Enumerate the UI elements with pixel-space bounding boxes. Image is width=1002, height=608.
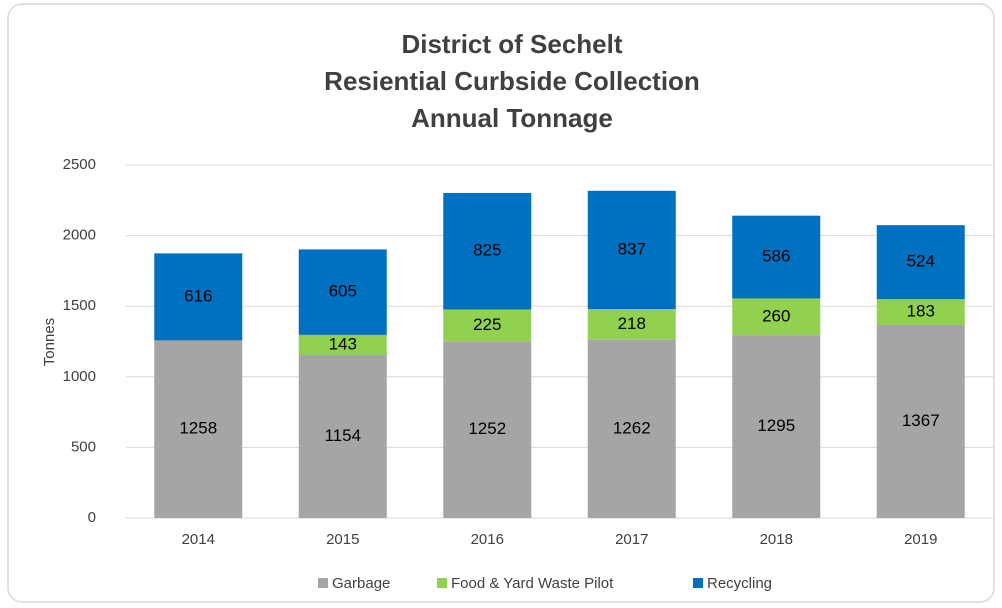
- bar-segment: [443, 341, 532, 518]
- x-tick-label: 2016: [471, 531, 504, 548]
- legend-swatch: [693, 578, 703, 588]
- data-label: 218: [618, 314, 646, 333]
- bar-segment: [298, 334, 387, 356]
- bar-segment: [587, 339, 676, 518]
- data-label: 143: [329, 334, 357, 353]
- legend-swatch: [318, 578, 328, 588]
- y-tick-label: 2000: [63, 227, 96, 244]
- y-tick-label: 0: [88, 509, 96, 526]
- data-label: 260: [762, 306, 790, 325]
- x-tick-label: 2019: [904, 531, 937, 548]
- bar-segment: [587, 309, 676, 340]
- data-label: 586: [762, 247, 790, 266]
- bar-segment: [876, 225, 965, 300]
- data-label: 825: [473, 241, 501, 260]
- bar-segment: [732, 335, 821, 518]
- x-tick-label: 2018: [760, 531, 793, 548]
- legend-label: Recycling: [707, 575, 772, 592]
- data-label: 1295: [757, 416, 795, 435]
- data-label: 1154: [324, 426, 361, 445]
- data-label: 1367: [902, 411, 940, 430]
- bar-segment: [876, 299, 965, 325]
- legend-swatch: [437, 578, 447, 588]
- data-label: 1262: [613, 418, 651, 437]
- data-label: 524: [907, 252, 935, 271]
- bar-segment: [443, 192, 532, 310]
- legend-label: Garbage: [332, 575, 390, 592]
- x-tick-label: 2014: [182, 531, 215, 548]
- bar-segment: [587, 190, 676, 310]
- bar-segment: [154, 340, 243, 518]
- y-tick-label: 1000: [63, 368, 96, 385]
- data-label: 183: [907, 302, 935, 321]
- data-label: 837: [618, 239, 646, 258]
- chart-title: Resiential Curbside Collection: [324, 66, 700, 96]
- bar-segment: [154, 253, 243, 341]
- y-axis-label: Tonnes: [41, 318, 58, 366]
- y-tick-label: 500: [71, 438, 96, 455]
- data-label: 1258: [179, 419, 217, 438]
- bar-segment: [443, 309, 532, 342]
- data-label: 225: [473, 315, 501, 334]
- bar-segment: [732, 298, 821, 336]
- chart-title: District of Sechelt: [401, 29, 622, 59]
- x-tick-label: 2015: [326, 531, 359, 548]
- legend-label: Food & Yard Waste Pilot: [451, 575, 614, 592]
- x-tick-label: 2017: [615, 531, 648, 548]
- chart-title: Annual Tonnage: [411, 103, 613, 133]
- data-label: 616: [184, 286, 212, 305]
- bar-segment: [732, 215, 821, 299]
- bar-segment: [298, 355, 387, 518]
- data-label: 605: [329, 282, 357, 301]
- bar-segment: [298, 249, 387, 335]
- y-tick-label: 1500: [63, 297, 96, 314]
- bar-segment: [876, 324, 965, 518]
- y-tick-label: 2500: [63, 156, 96, 173]
- data-label: 1252: [468, 419, 506, 438]
